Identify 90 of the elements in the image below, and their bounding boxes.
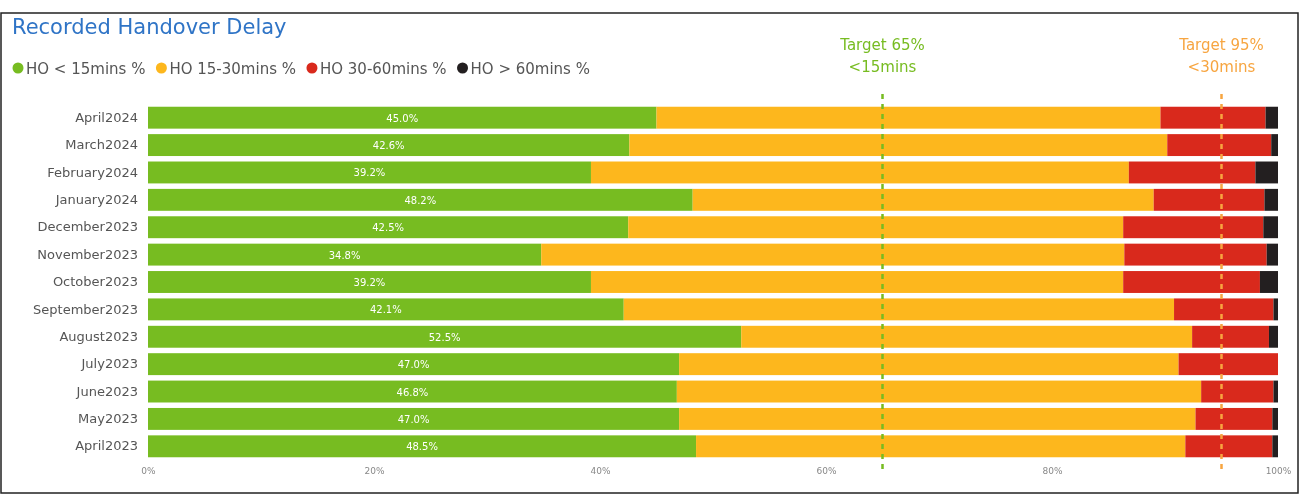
bar [1263,216,1278,239]
y-tick-label: August2023 [59,328,138,344]
y-tick-label: January2024 [54,192,138,208]
bar [148,216,629,239]
y-tick-label: December2023 [37,219,138,235]
bar [629,134,1168,157]
y-tick-label: February2024 [47,164,138,180]
data-label: 42.1% [369,304,402,316]
bar [148,134,630,157]
legend-label: HO > 60mins % [470,60,590,78]
bar [1272,407,1278,430]
bar [1266,243,1278,266]
data-label: 42.5% [372,222,405,234]
bar [1192,325,1269,348]
bar [656,106,1161,129]
bar [1259,271,1278,293]
bar [1273,380,1278,403]
legend-label: HO 15-30mins % [169,60,296,78]
bar [148,298,624,321]
bar [1201,380,1274,403]
bar [1255,161,1278,184]
bar [148,243,542,266]
chart-title: Recorded Handover Delay [12,15,287,39]
bar [148,161,591,184]
data-label: 48.5% [406,441,438,453]
bar [148,271,591,293]
bar [1268,325,1278,348]
bar [148,188,693,211]
bar [1271,134,1278,157]
bar [541,243,1125,266]
data-label: 45.0% [386,112,419,124]
bar [1178,353,1278,376]
y-tick-label: July2023 [80,356,138,372]
bar [623,298,1175,321]
data-label: 47.0% [397,413,430,425]
bar [1124,243,1267,266]
bar [1123,271,1260,293]
x-tick-label: 60% [816,466,837,477]
bar [148,106,657,129]
legend-label: HO 30-60mins % [319,60,447,78]
y-tick-label: April2024 [75,109,138,125]
bar [1195,407,1273,430]
bar [679,353,1179,376]
bar [590,161,1129,184]
bar [741,325,1193,348]
x-tick-label: 80% [1042,466,1063,477]
bar [1174,298,1274,321]
x-tick-label: 40% [590,466,611,477]
bar [628,216,1124,239]
y-tick-label: November2023 [37,246,138,262]
data-label: 48.2% [404,194,437,206]
data-label: 46.8% [396,386,429,398]
bar [1153,188,1265,211]
y-tick-label: October2023 [52,274,138,290]
bar [148,325,742,348]
bar [692,188,1154,211]
data-label: 47.0% [397,359,430,371]
bar [1265,106,1278,129]
bar [148,353,680,376]
y-tick-label: June2023 [75,383,138,399]
bar [1272,435,1278,458]
y-tick-label: March2024 [65,137,138,153]
bar [590,271,1124,293]
bar [148,407,680,430]
x-tick-label: 20% [364,466,385,477]
y-tick-label: September2023 [33,301,138,317]
bar [148,435,697,458]
bar [676,380,1202,403]
y-tick-label: May2023 [78,411,138,427]
bar [1123,216,1264,239]
bar [696,435,1186,458]
ref-line-label: Target 65% <15mins [839,36,925,76]
bar [1264,188,1278,211]
data-label: 39.2% [353,167,386,179]
bar [1167,134,1272,157]
data-label: 42.6% [372,140,405,152]
bar [1160,106,1266,129]
data-label: 34.8% [328,249,361,261]
ref-line-label: Target 95% <30mins [1178,36,1264,76]
data-label: 52.5% [428,331,461,343]
bar [679,407,1196,430]
x-tick-label: 100% [1265,466,1292,477]
bar [1273,298,1278,321]
bar [1185,435,1273,458]
y-tick-label: April2023 [75,438,138,454]
bar [1128,161,1256,184]
x-tick-label: 0% [141,466,157,477]
legend-label: HO < 15mins % [26,60,146,78]
data-label: 39.2% [353,277,386,288]
bar [148,380,677,403]
